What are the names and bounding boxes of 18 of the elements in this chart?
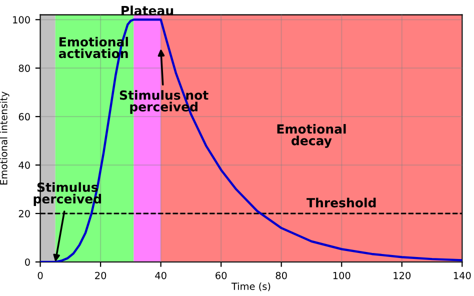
y-tick-label: 60 [18,113,30,120]
x-tick-label: 40 [155,272,166,280]
x-tick-label: 100 [333,272,350,280]
x-tick-label: 0 [38,272,43,280]
y-axis-title: Emotional intensity [0,92,10,184]
x-tick-label: 60 [216,272,227,280]
x-tick-label: 20 [95,272,106,280]
band-label: Emotional decay [277,124,346,148]
y-tick-label: 40 [18,162,30,169]
y-tick-label: 0 [25,258,30,266]
y-tick-label: 80 [18,64,30,72]
x-tick-label: 140 [454,272,471,280]
x-tick-label: 80 [276,272,287,280]
x-axis-title: Time (s) [231,282,270,292]
ref-line-label: Threshold [306,198,376,208]
y-tick-label: 100 [13,16,30,24]
x-tick-label: 120 [394,272,411,280]
y-tick-label: 20 [18,210,30,218]
